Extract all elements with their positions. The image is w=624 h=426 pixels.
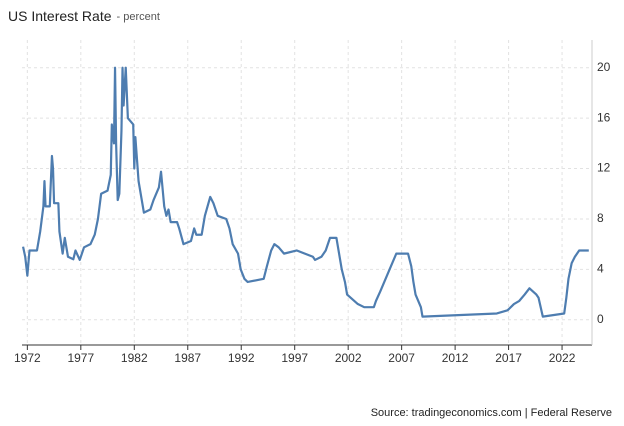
subtitle: - percent [117, 11, 160, 23]
x-tick-label: 2007 [388, 351, 415, 365]
x-tick-label: 1987 [174, 351, 201, 365]
y-tick-label: 12 [597, 161, 611, 175]
x-tick-label: 2012 [442, 351, 469, 365]
y-tick-label: 16 [597, 110, 611, 124]
x-tick-label: 2017 [495, 351, 522, 365]
x-tick-label: 1977 [67, 351, 94, 365]
y-tick-label: 0 [597, 312, 604, 326]
y-tick-label: 8 [597, 211, 604, 225]
y-tick-label: 4 [597, 262, 604, 276]
x-tick-label: 1982 [121, 351, 148, 365]
x-tick-label: 2002 [335, 351, 362, 365]
y-tick-label: 20 [597, 60, 611, 74]
title: US Interest Rate [8, 8, 112, 24]
chart-title: US Interest Rate - percent [8, 8, 160, 24]
x-tick-label: 2022 [549, 351, 576, 365]
line-series [21, 66, 589, 318]
x-tick-label: 1997 [281, 351, 308, 365]
x-tick-label: 1992 [228, 351, 255, 365]
x-tick-label: 1972 [14, 351, 41, 365]
source: Source: tradingeconomics.com | Federal R… [371, 407, 612, 419]
